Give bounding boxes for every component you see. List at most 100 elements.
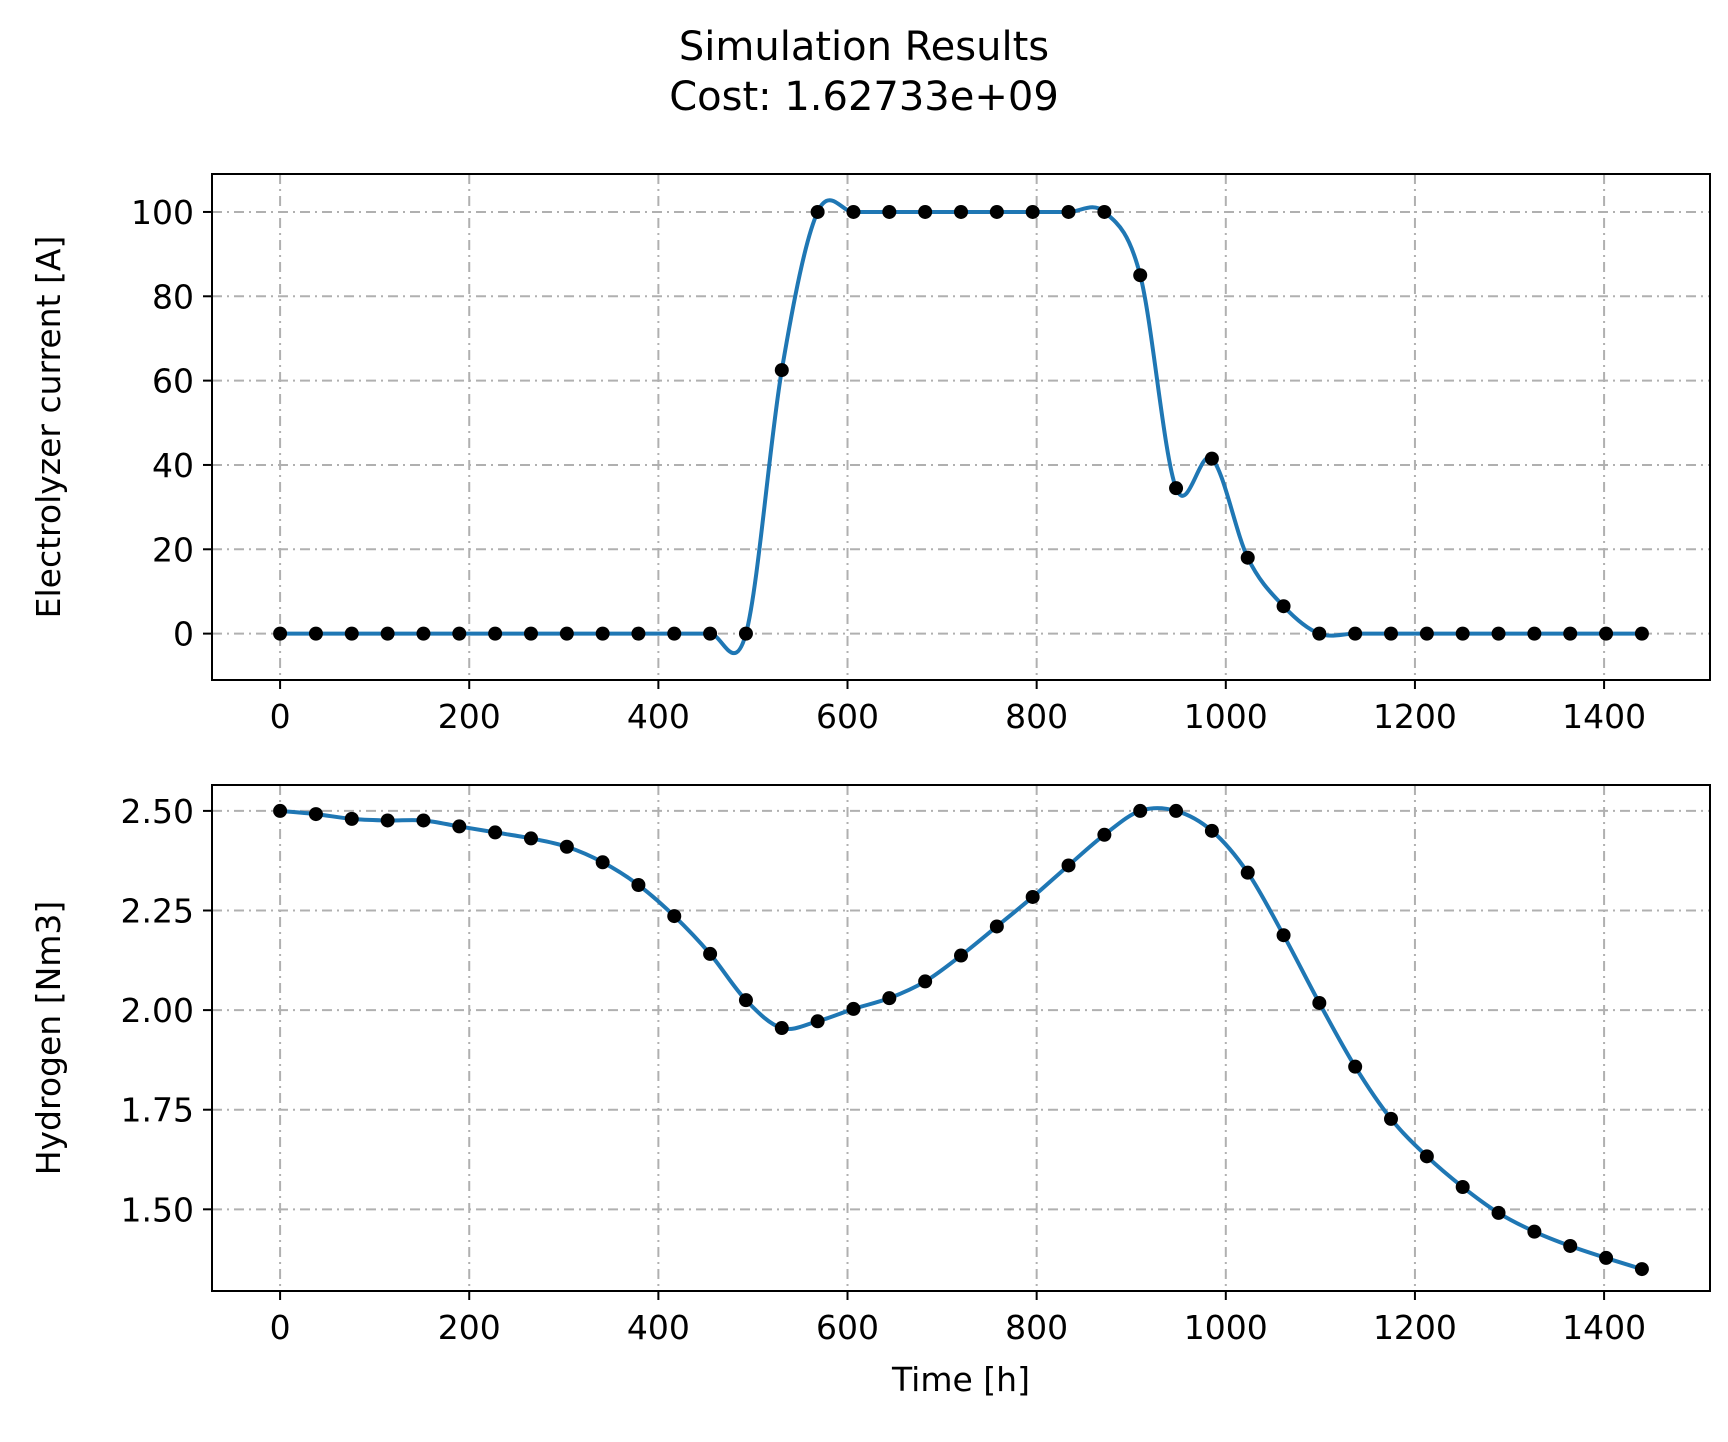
data-point bbox=[595, 855, 610, 870]
data-point bbox=[1097, 827, 1112, 842]
data-point bbox=[416, 813, 431, 828]
data-point bbox=[1348, 1059, 1363, 1074]
data-point bbox=[1133, 803, 1148, 818]
data-point bbox=[523, 831, 538, 846]
y-tick-label: 0 bbox=[173, 615, 194, 654]
data-point bbox=[954, 204, 968, 219]
data-point bbox=[1455, 1180, 1470, 1195]
data-point bbox=[1061, 858, 1076, 873]
x-tick-label: 1200 bbox=[1373, 1308, 1457, 1347]
x-axis-label: Time [h] bbox=[891, 1360, 1030, 1399]
y-tick-label: 1.50 bbox=[121, 1190, 194, 1229]
data-point bbox=[1599, 1250, 1614, 1265]
x-tick-label: 1400 bbox=[1562, 1308, 1646, 1347]
data-point bbox=[559, 839, 574, 854]
data-point bbox=[810, 1014, 825, 1029]
y-axis-label: Electrolyzer current [A] bbox=[29, 236, 68, 619]
data-point bbox=[989, 919, 1004, 934]
data-point bbox=[1348, 626, 1363, 641]
data-point bbox=[1097, 204, 1112, 219]
data-point bbox=[846, 1001, 861, 1016]
data-point bbox=[1133, 268, 1148, 283]
data-point bbox=[380, 813, 395, 828]
y-tick-label: 60 bbox=[152, 362, 194, 401]
x-tick-label: 600 bbox=[816, 697, 879, 736]
data-point bbox=[738, 993, 753, 1008]
y-tick-label: 100 bbox=[131, 193, 194, 232]
data-point bbox=[1419, 626, 1434, 641]
x-tick-label: 400 bbox=[627, 1308, 690, 1347]
data-point bbox=[882, 991, 897, 1006]
data-point bbox=[344, 626, 359, 641]
data-point bbox=[488, 825, 503, 840]
axes-frame bbox=[211, 784, 1711, 1292]
series-line bbox=[280, 198, 1642, 656]
data-point bbox=[667, 626, 682, 641]
data-point bbox=[989, 204, 1004, 219]
x-tick-label: 400 bbox=[627, 697, 690, 736]
data-point bbox=[918, 974, 933, 989]
data-point bbox=[488, 626, 503, 641]
data-point bbox=[1276, 928, 1291, 943]
data-point bbox=[918, 204, 933, 219]
data-point bbox=[452, 626, 467, 641]
data-point bbox=[667, 909, 682, 924]
x-tick-label: 600 bbox=[816, 1308, 879, 1347]
data-point bbox=[1491, 626, 1506, 641]
x-tick-label: 200 bbox=[438, 697, 501, 736]
data-point bbox=[559, 626, 574, 641]
data-point bbox=[631, 626, 646, 641]
data-point bbox=[416, 626, 431, 641]
data-point bbox=[1563, 626, 1578, 641]
data-point bbox=[1384, 1111, 1399, 1126]
data-point bbox=[1634, 1262, 1649, 1277]
data-point bbox=[1527, 1224, 1542, 1239]
data-point bbox=[344, 811, 359, 826]
data-point bbox=[1384, 626, 1399, 641]
data-point bbox=[380, 626, 395, 641]
x-tick-label: 200 bbox=[438, 1308, 501, 1347]
data-point bbox=[954, 948, 968, 963]
data-point bbox=[882, 204, 897, 219]
data-point bbox=[1455, 626, 1470, 641]
x-tick-label: 800 bbox=[1005, 697, 1068, 736]
y-tick-label: 2.25 bbox=[121, 892, 194, 931]
data-point bbox=[1563, 1238, 1578, 1253]
data-point bbox=[452, 819, 467, 834]
data-point bbox=[1169, 803, 1184, 818]
data-point bbox=[273, 803, 288, 818]
x-tick-label: 0 bbox=[270, 697, 291, 736]
x-tick-label: 0 bbox=[270, 1308, 291, 1347]
data-point bbox=[1025, 889, 1040, 904]
data-point bbox=[774, 1021, 789, 1036]
data-point bbox=[703, 626, 718, 641]
data-point bbox=[1491, 1205, 1506, 1220]
data-point bbox=[1240, 550, 1255, 565]
data-point bbox=[1312, 995, 1327, 1010]
data-point bbox=[595, 626, 610, 641]
y-tick-label: 40 bbox=[152, 446, 194, 485]
chart-panel-1: 0 200 400 600 800 1000 1200 1400 0 20 40 60 80 100 Ele… bbox=[29, 173, 1711, 736]
chart-panel-2: 0 200 400 600 800 1000 1200 1400 1.50 1.75 2.00 2.2… bbox=[29, 784, 1711, 1399]
data-point bbox=[1527, 626, 1542, 641]
figure-title: Simulation Results Cost: 1.62733e+09 bbox=[0, 22, 1728, 122]
data-point bbox=[774, 363, 789, 378]
data-point bbox=[1240, 865, 1255, 880]
figure-title-line1: Simulation Results bbox=[678, 24, 1050, 70]
data-point bbox=[1419, 1149, 1434, 1164]
y-tick-label: 20 bbox=[152, 530, 194, 569]
data-point bbox=[523, 626, 538, 641]
data-point bbox=[1169, 481, 1184, 496]
data-point bbox=[1025, 204, 1040, 219]
data-point bbox=[1061, 204, 1076, 219]
data-point bbox=[308, 626, 323, 641]
data-point bbox=[810, 204, 825, 219]
y-tick-label: 80 bbox=[152, 277, 194, 316]
y-tick-label: 2.50 bbox=[121, 792, 194, 831]
data-point bbox=[1204, 451, 1219, 466]
data-point bbox=[703, 946, 718, 961]
data-point bbox=[1599, 626, 1614, 641]
data-point bbox=[846, 204, 861, 219]
